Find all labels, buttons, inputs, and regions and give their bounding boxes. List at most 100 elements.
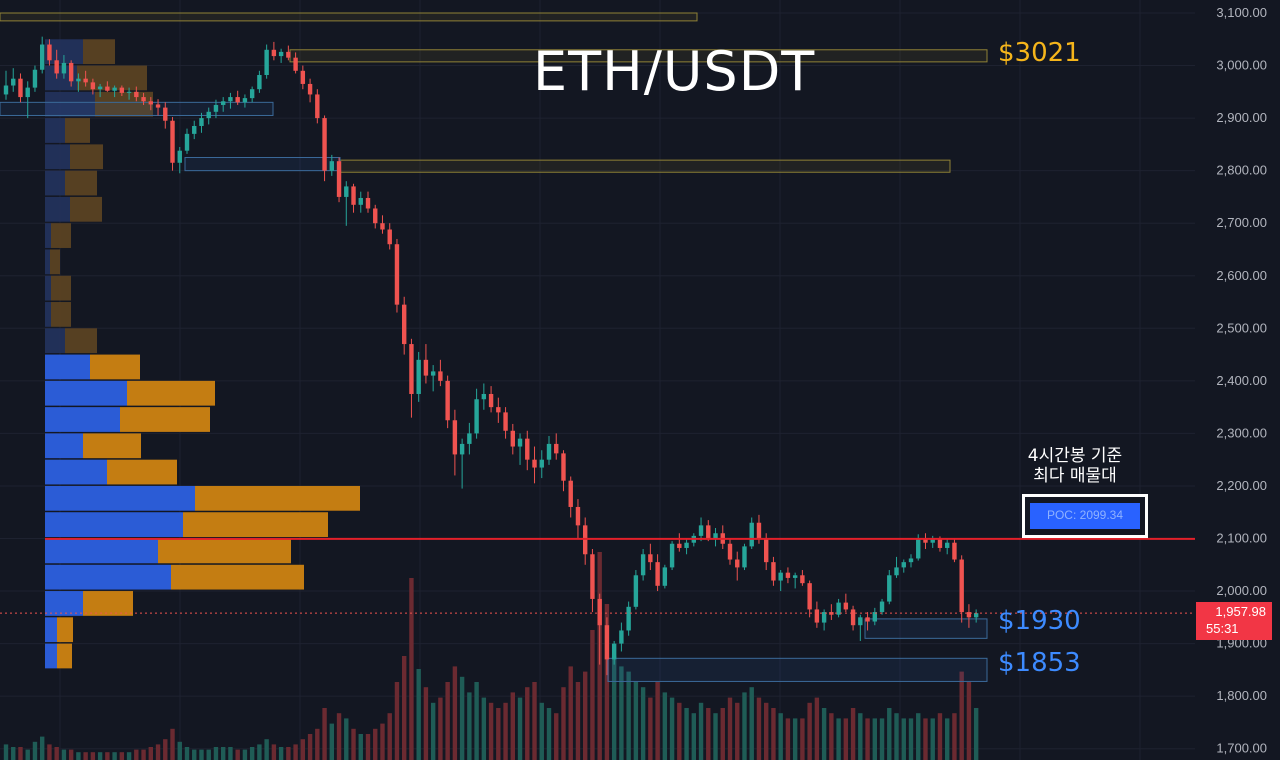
volume-bar [149, 747, 153, 760]
price-tick-label: 2,500.00 [1216, 320, 1267, 335]
resistance-zone [0, 13, 697, 21]
volume-bar [634, 682, 638, 760]
volume-bar [351, 729, 355, 760]
candle-body [713, 533, 717, 538]
vp-sell-bar [50, 249, 60, 274]
price-axis[interactable]: 3,100.00 3,000.00 2,900.00 2,800.00 2,700.00… [1195, 0, 1280, 760]
volume-bar [445, 682, 449, 760]
volume-bar [967, 682, 971, 760]
vp-sell-bar [120, 407, 210, 432]
volume-bar [272, 744, 276, 760]
candle-body [597, 599, 601, 625]
volume-bar [359, 734, 363, 760]
candle-body [83, 79, 87, 83]
volume-bar [98, 752, 102, 760]
volume-bar [105, 752, 109, 760]
candle-body [62, 63, 66, 74]
candle-body [431, 371, 435, 375]
candle-body [134, 92, 138, 97]
volume-bar [807, 703, 811, 760]
candle-body [26, 88, 30, 97]
candle-body [54, 60, 58, 73]
volume-bar [402, 656, 406, 760]
candle-body [938, 540, 942, 548]
volume-bar [844, 718, 848, 760]
volume-bar [409, 578, 413, 760]
candle-body [4, 86, 8, 95]
candle-body [771, 562, 775, 580]
candle-body [467, 433, 471, 444]
candle-body [409, 344, 413, 394]
volume-bar [923, 718, 927, 760]
candle-body [952, 543, 956, 560]
volume-bar [800, 718, 804, 760]
candle-body [264, 50, 268, 75]
vp-sell-bar [65, 328, 97, 353]
price-tick-label: 2,200.00 [1216, 478, 1267, 493]
vp-buy-bar [45, 617, 57, 642]
volume-bar [757, 698, 761, 760]
candle-body [141, 97, 145, 101]
volume-bar [192, 750, 196, 760]
volume-bar [163, 739, 167, 760]
volume-bar [793, 718, 797, 760]
candle-body [807, 583, 811, 609]
volume-bar [83, 752, 87, 760]
candle-body [547, 444, 551, 460]
candle-body [221, 101, 225, 105]
candle-body [293, 58, 297, 71]
candle-body [402, 305, 406, 344]
vp-buy-bar [45, 118, 65, 143]
candle-body [127, 92, 131, 93]
vp-sell-bar [51, 302, 71, 327]
candle-body [489, 394, 493, 407]
volume-bar [764, 703, 768, 760]
volume-bar [214, 747, 218, 760]
candle-body [815, 609, 819, 622]
volume-bar [728, 698, 732, 760]
price-tick-label: 1,700.00 [1216, 741, 1267, 756]
volume-bar [250, 747, 254, 760]
candle-body [974, 613, 978, 617]
price-tick-label: 2,600.00 [1216, 268, 1267, 283]
volume-bar [873, 718, 877, 760]
volume-bar [858, 713, 862, 760]
volume-bar [902, 718, 906, 760]
candle-body [337, 161, 341, 197]
volume-bar [322, 708, 326, 760]
volume-bar [786, 718, 790, 760]
volume-bar [829, 713, 833, 760]
candle-body [91, 82, 95, 89]
chart-title: ETH/USDT [533, 40, 815, 103]
candle-body [778, 573, 782, 581]
volume-bar [221, 747, 225, 760]
candle-body [511, 431, 515, 447]
candle-body [301, 71, 305, 84]
volume-bar [836, 718, 840, 760]
candle-body [735, 560, 739, 568]
volume-bar [713, 713, 717, 760]
volume-bar [264, 739, 268, 760]
volume-bar [467, 692, 471, 760]
volume-bar [185, 747, 189, 760]
vp-sell-bar [83, 591, 133, 616]
volume-bar [243, 750, 247, 760]
candle-body [243, 98, 247, 102]
vp-sell-bar [83, 39, 115, 64]
vp-sell-bar [57, 644, 72, 669]
candle-body [684, 543, 688, 548]
volume-bar [663, 692, 667, 760]
volume-bar [894, 713, 898, 760]
support-level-2-label: $1853 [998, 648, 1081, 678]
vp-buy-bar [45, 407, 120, 432]
candle-body [18, 79, 22, 97]
vp-buy-bar [45, 328, 65, 353]
volume-bar [69, 750, 73, 760]
price-tick-label: 2,700.00 [1216, 215, 1267, 230]
candle-body [706, 525, 710, 538]
candle-body [822, 612, 826, 623]
candle-body [416, 360, 420, 394]
volume-bar [308, 734, 312, 760]
price-tick-label: 2,400.00 [1216, 373, 1267, 388]
